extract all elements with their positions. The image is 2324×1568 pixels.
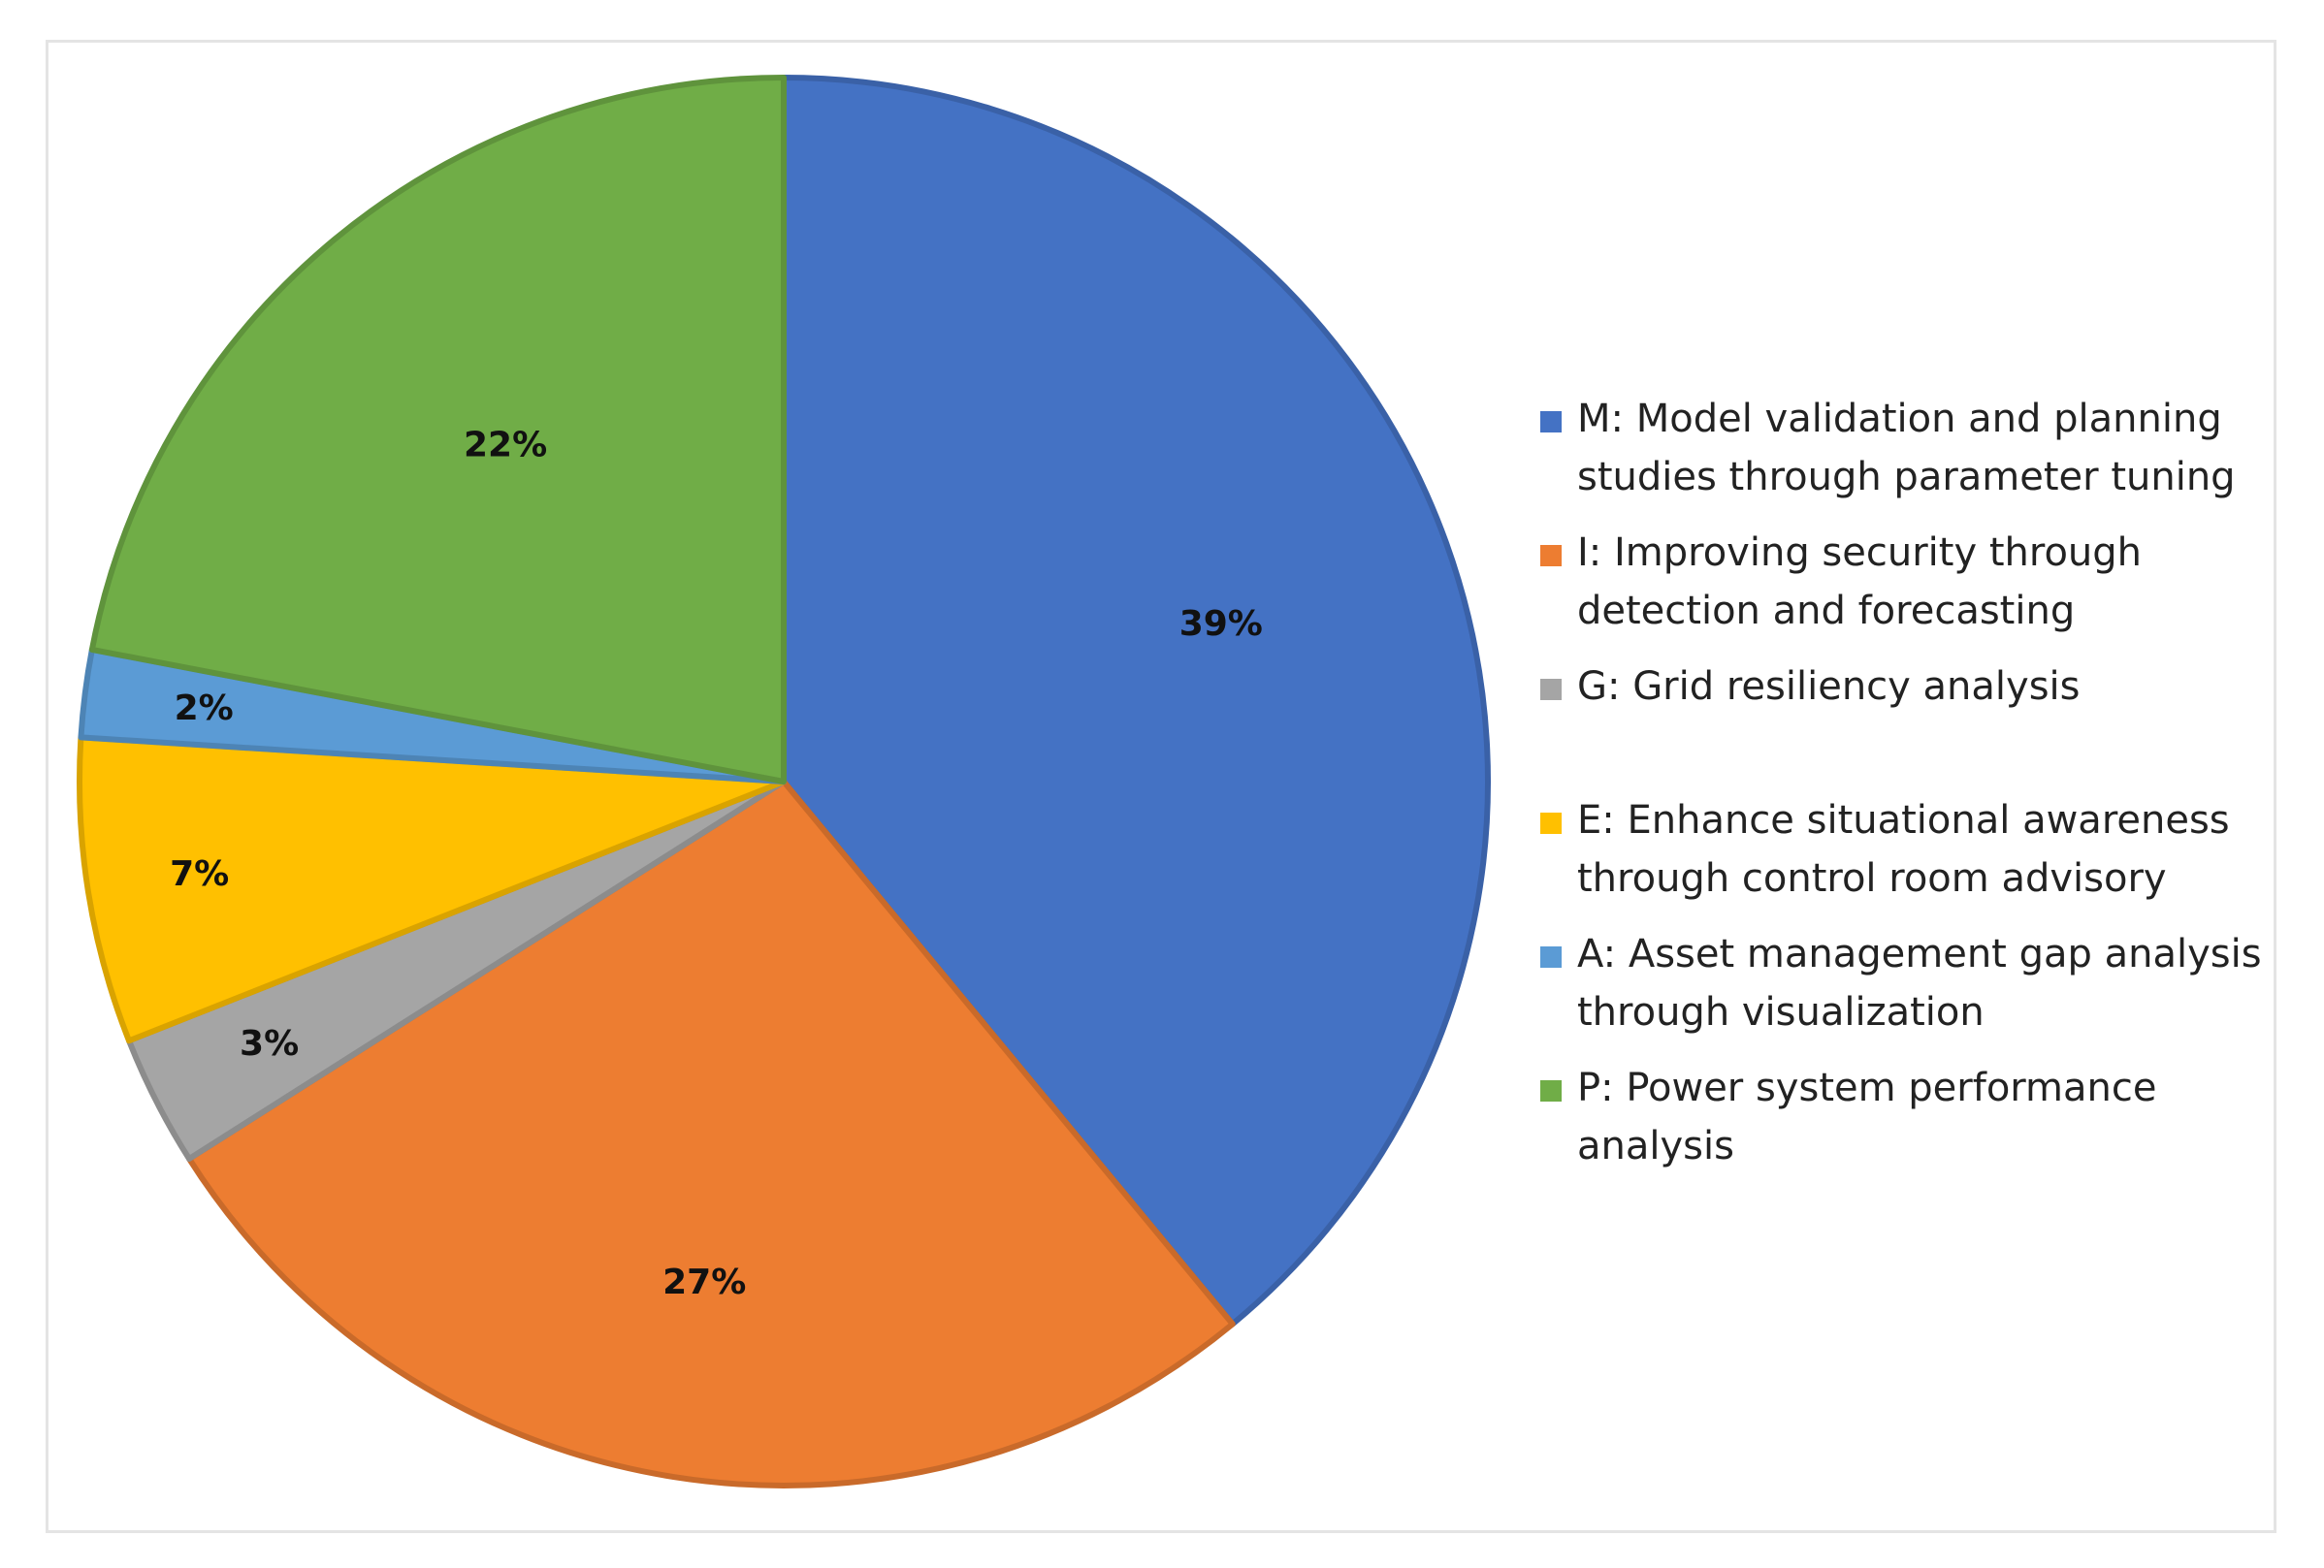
- data-label-m: 39%: [1179, 604, 1263, 644]
- data-label-a: 2%: [175, 688, 234, 728]
- legend-swatch-m: [1540, 411, 1562, 432]
- legend-item-g: G: Grid resiliency analysis: [1540, 657, 2276, 716]
- legend-label-p: P: Power system performance analysis: [1577, 1066, 2157, 1168]
- legend-item-e: E: Enhance situational awareness through…: [1540, 791, 2276, 908]
- legend-item-i: I: Improving security through detection …: [1540, 524, 2276, 640]
- pie-data-labels: 39% 27% 3% 7% 2% 22%: [170, 426, 1263, 1302]
- legend-label-i: I: Improving security through detection …: [1577, 530, 2143, 633]
- legend-item-p: P: Power system performance analysis: [1540, 1059, 2276, 1175]
- pie-slices: [77, 75, 1491, 1488]
- pie-slice-p: [88, 75, 787, 784]
- legend-swatch-g: [1540, 679, 1562, 700]
- legend-label-g: G: Grid resiliency analysis: [1577, 664, 2081, 709]
- data-label-i: 27%: [662, 1263, 746, 1302]
- legend-swatch-a: [1540, 946, 1562, 968]
- pie-slice-i: [186, 779, 1236, 1488]
- legend-item-a: A: Asset management gap analysis through…: [1540, 925, 2276, 1041]
- legend-swatch-i: [1540, 545, 1562, 566]
- data-label-p: 22%: [464, 426, 547, 465]
- pie-slice-m: [781, 75, 1491, 1328]
- legend-swatch-e: [1540, 813, 1562, 834]
- legend-label-a: A: Asset management gap analysis through…: [1577, 932, 2262, 1035]
- legend-swatch-p: [1540, 1080, 1562, 1102]
- legend-label-m: M: Model validation and planning studies…: [1577, 397, 2236, 499]
- data-label-g: 3%: [240, 1024, 299, 1064]
- pie-slice-e: [77, 734, 787, 1044]
- legend-item-m: M: Model validation and planning studies…: [1540, 390, 2276, 506]
- legend-label-e: E: Enhance situational awareness through…: [1577, 798, 2230, 901]
- data-label-e: 7%: [170, 854, 229, 894]
